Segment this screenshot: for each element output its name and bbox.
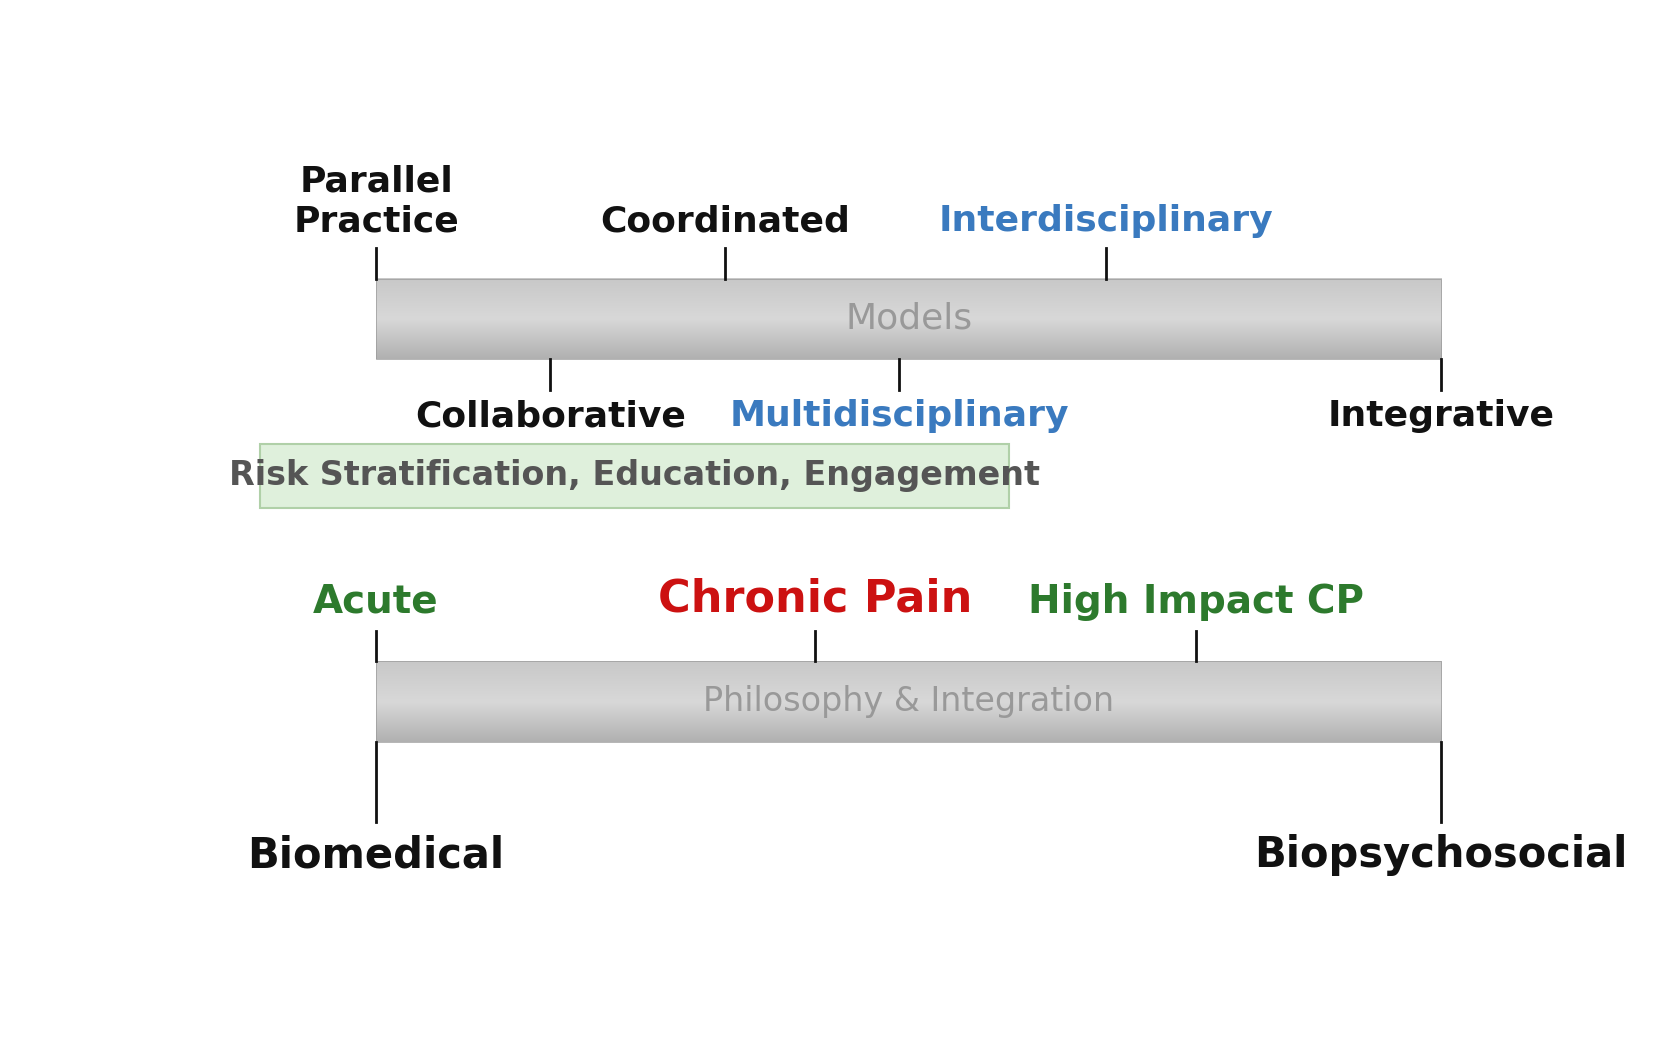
Text: Multidisciplinary: Multidisciplinary [730, 400, 1070, 433]
Bar [260, 444, 1008, 508]
Text: Models: Models [845, 302, 973, 336]
Text: High Impact CP: High Impact CP [1028, 583, 1364, 621]
Text: Risk Stratification, Education, Engagement: Risk Stratification, Education, Engageme… [228, 459, 1040, 493]
Text: Acute: Acute [313, 583, 438, 621]
Text: Parallel
Practice: Parallel Practice [293, 165, 458, 238]
Text: Philosophy & Integration: Philosophy & Integration [703, 685, 1115, 718]
Bar [377, 661, 1441, 742]
Text: Biomedical: Biomedical [248, 835, 505, 877]
Bar [377, 278, 1441, 359]
Text: Collaborative: Collaborative [415, 400, 686, 433]
Text: Interdisciplinary: Interdisciplinary [938, 204, 1273, 238]
Text: Integrative: Integrative [1328, 400, 1554, 433]
Text: Coordinated: Coordinated [600, 204, 850, 238]
Text: Biopsychosocial: Biopsychosocial [1254, 835, 1628, 877]
Text: Chronic Pain: Chronic Pain [658, 577, 973, 621]
